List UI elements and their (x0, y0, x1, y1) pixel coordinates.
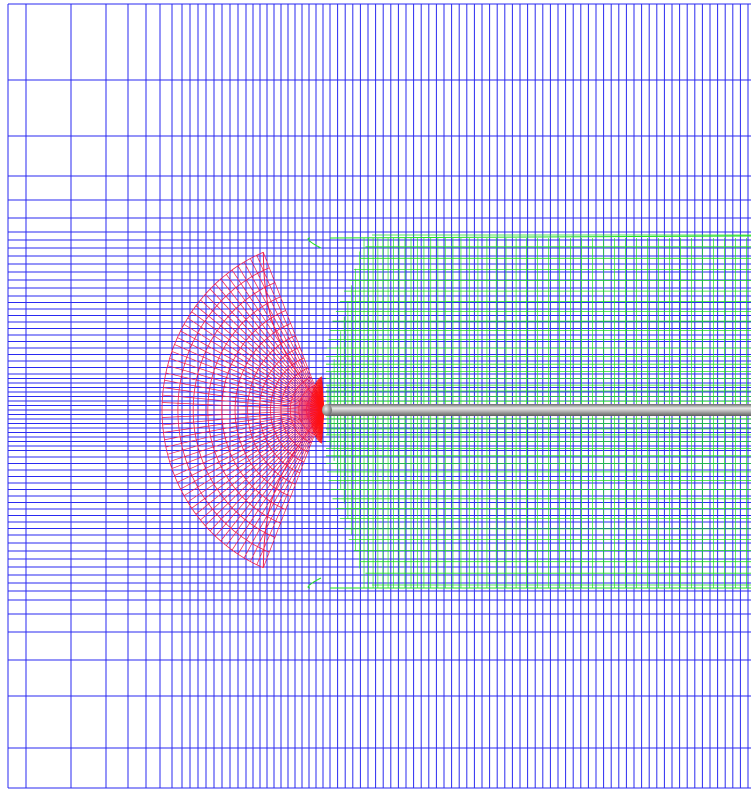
nose-grid-radial-line (215, 409, 325, 537)
nose-grid-arc-line (298, 385, 315, 435)
nose-grid-radial-line (162, 402, 325, 411)
nose-grid-radial-line (163, 387, 325, 411)
nose-grid-radial-line (237, 265, 325, 411)
nose-grid-arc-line (234, 323, 291, 497)
nose-grid-radial-line (165, 409, 325, 448)
nose-grid-radial-line (180, 409, 325, 490)
nose-grid-radial-line (250, 409, 325, 562)
nose-grid-radial-line (163, 409, 325, 433)
body-nose (322, 404, 332, 416)
nose-grid-radial-line (162, 409, 325, 418)
nose-grid-radial-line (164, 379, 325, 411)
nose-grid-radial-line (200, 299, 325, 411)
nose-grid-radial-line (165, 372, 325, 411)
nose-grid-radial-line (204, 409, 325, 526)
nose-grid-arc-line (305, 392, 318, 428)
slender-body (322, 404, 751, 416)
nose-grid-radial-line (191, 311, 325, 411)
nose-grid-arc-line (221, 310, 286, 510)
nose-grid-arc-line (259, 346, 300, 474)
nose-grid-arc-line (192, 282, 276, 538)
nose-grid-radial-line (169, 358, 325, 411)
nose-grid-radial-line (256, 409, 325, 565)
nose-grid-radial-line (237, 409, 325, 555)
nose-grid-radial-line (171, 351, 325, 411)
nose-grid-arc-line (280, 367, 308, 453)
nose-cap-grid (161, 251, 325, 569)
nose-grid-radial-line (171, 409, 325, 469)
nose-grid-radial-line (167, 409, 325, 455)
nose-grid-radial-line (195, 305, 325, 411)
nose-grid-radial-line (195, 409, 325, 515)
nose-tip-dense-grid-line (321, 376, 325, 411)
nose-grid-radial-line (200, 409, 325, 521)
nose-grid-radial-line (243, 409, 325, 559)
nose-grid-arc-line (161, 251, 264, 569)
nose-grid-radial-line (215, 283, 325, 411)
wake-grid-corner-bottom (307, 577, 322, 589)
nose-grid-radial-line (164, 409, 325, 441)
nose-grid-radial-line (177, 337, 325, 411)
nose-grid-radial-line (187, 409, 325, 503)
nose-grid-radial-line (183, 324, 325, 411)
nose-grid-back-boundary-top (262, 409, 325, 568)
nose-grid-radial-line (243, 261, 325, 411)
nose-grid-radial-line (191, 409, 325, 509)
nose-grid-radial-line (209, 409, 325, 532)
nose-grid-radial-line (169, 409, 325, 462)
nose-grid-radial-line (174, 344, 325, 411)
nose-grid-arc-line (289, 376, 312, 444)
nose-grid-arc-line (270, 357, 305, 463)
nose-grid-radial-line (162, 394, 325, 411)
nose-grid-arc-line (207, 296, 281, 524)
nose-grid-radial-line (204, 294, 325, 411)
nose-grid-back-boundary-bottom (262, 252, 325, 411)
nose-grid-radial-line (174, 409, 325, 476)
nose-grid-radial-line (177, 409, 325, 483)
wake-grid-top-boundary (329, 235, 751, 239)
nose-grid-radial-line (187, 317, 325, 411)
nose-grid-radial-line (256, 255, 325, 411)
nose-grid-radial-line (162, 409, 325, 426)
nose-grid-radial-line (262, 409, 325, 568)
nose-grid-radial-line (180, 330, 325, 411)
nose-grid-radial-line (167, 365, 325, 411)
nose-grid-radial-line (183, 409, 325, 496)
body-cylinder (326, 404, 751, 416)
nose-grid-radial-line (231, 409, 325, 551)
nose-grid-radial-line (220, 278, 325, 411)
nose-grid-arc-line (247, 335, 296, 485)
nose-grid-radial-line (220, 409, 325, 542)
wake-grid-corner-top (307, 237, 322, 249)
nose-grid-radial-line (209, 288, 325, 411)
nose-grid-arc-line (177, 267, 270, 553)
nose-grid-radial-line (262, 252, 325, 411)
nose-grid-radial-line (231, 269, 325, 411)
nose-grid-radial-line (250, 258, 325, 411)
